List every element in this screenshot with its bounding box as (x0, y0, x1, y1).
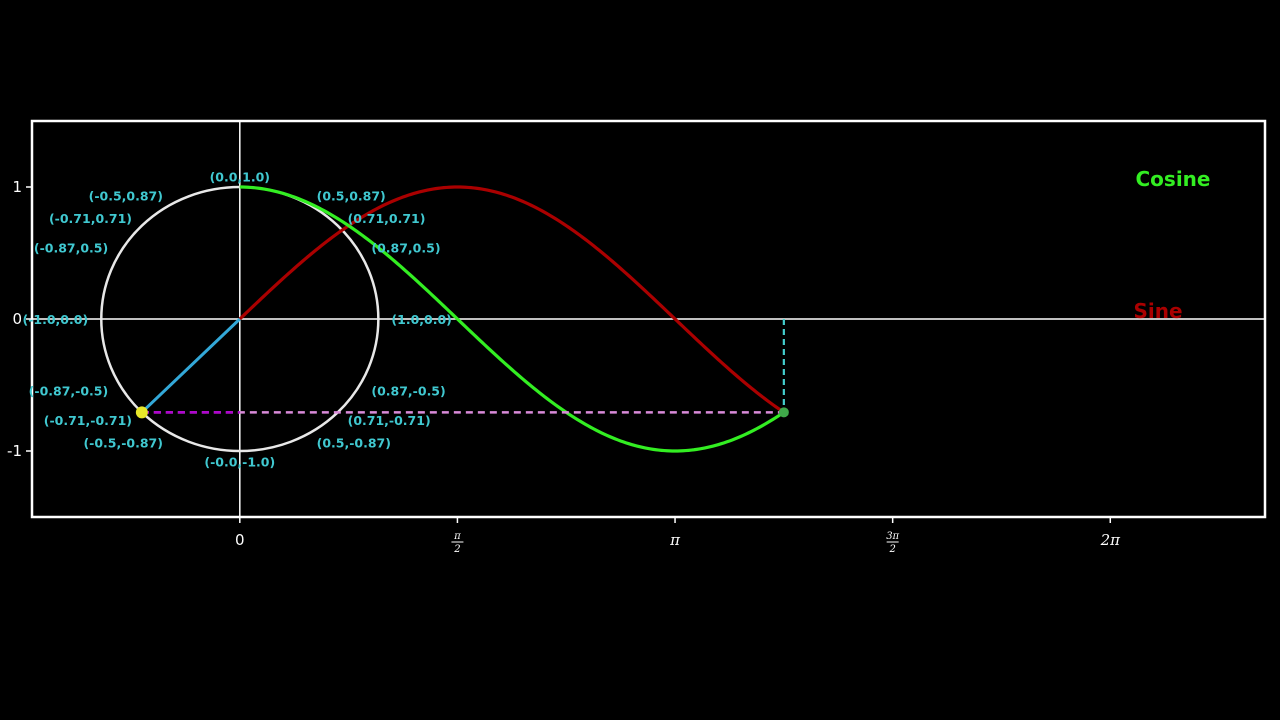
legend: Cosine Sine (1133, 167, 1210, 323)
y-tick-label: 0 (12, 310, 22, 328)
circle-point-label: (-0.71,-0.71) (44, 413, 132, 428)
x-tick-label: 3π2 (886, 531, 899, 555)
circle-point-label: (-0.0,-1.0) (204, 455, 275, 470)
plot-area (30, 119, 1267, 519)
circle-point-label: (0.0,1.0) (210, 169, 270, 184)
cosine-curve (239, 185, 785, 453)
x-tick-denominator: 2 (453, 544, 460, 555)
moving-point (135, 406, 148, 419)
sine-curve (238, 185, 785, 414)
legend-entry-sine: Sine (1133, 299, 1182, 323)
y-tick-label: -1 (7, 442, 22, 460)
curve-end-point (778, 407, 789, 418)
x-tick-numerator: 3π (886, 531, 899, 542)
radius-line (140, 317, 241, 414)
circle-point-label: (-0.87,-0.5) (29, 383, 109, 398)
x-tick-numerator: π (453, 531, 461, 542)
x-tick-denominator: 2 (888, 544, 895, 555)
circle-point-label: (-0.5,-0.87) (83, 435, 163, 450)
circle-point-label: (0.5,0.87) (317, 189, 386, 204)
circle-point-label: (0.71,0.71) (348, 211, 426, 226)
circle-point-label: (-0.71,0.71) (49, 211, 132, 226)
circle-point-label: (-1.0,0.0) (23, 312, 89, 327)
circle-point-label: (0.87,-0.5) (371, 383, 445, 398)
x-tick-label: π2 (451, 531, 464, 555)
x-tick-label: 2π (1100, 531, 1122, 549)
y-tick-label: 1 (12, 178, 22, 196)
circle-point-label: (-0.87,0.5) (34, 241, 108, 256)
x-tick-label: 0 (235, 531, 245, 549)
circle-point-label: (0.5,-0.87) (317, 435, 391, 450)
legend-entry-cosine: Cosine (1136, 167, 1211, 191)
x-tick-label: π (669, 531, 681, 549)
circle-point-label: (-0.5,0.87) (89, 189, 163, 204)
circle-point-label: (0.71,-0.71) (348, 413, 431, 428)
unit-circle (100, 185, 380, 453)
circle-point-labels: (1.0,0.0) (0.87,0.5) (0.71,0.71) (0.5,0.87)… (23, 169, 452, 469)
circle-point-label: (1.0,0.0) (391, 312, 451, 327)
circle-point-label: (0.87,0.5) (371, 241, 440, 256)
